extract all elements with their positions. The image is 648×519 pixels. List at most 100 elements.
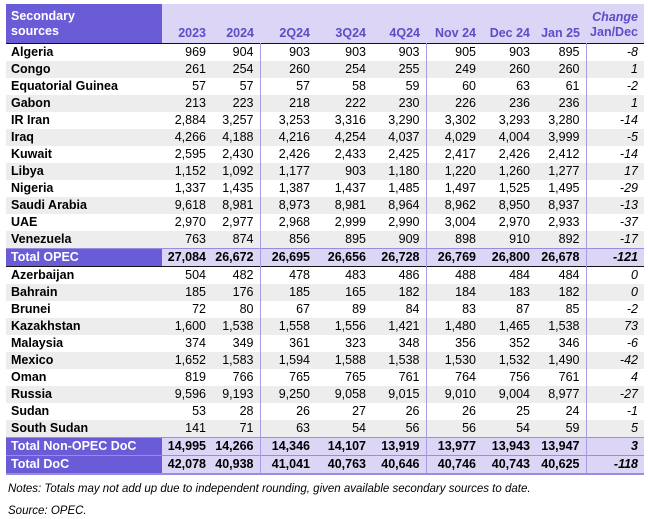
value-cell: 58	[352, 79, 366, 93]
change-cell: -2	[626, 79, 638, 93]
value-cell: 9,193	[212, 386, 261, 403]
value-cell: 54	[482, 420, 536, 438]
value-cell: 1,490	[536, 352, 587, 369]
value-cell: 764	[455, 370, 476, 384]
value-cell: 27	[352, 404, 366, 418]
change-cell: 1	[586, 95, 644, 112]
value-cell: 1,480	[426, 318, 482, 335]
table-row: UAE 2,970 2,977 2,968 2,999 2,990 3,004 2,970 2,…	[6, 214, 644, 231]
value-cell: 4,216	[260, 129, 316, 146]
value-cell: 3,316	[334, 113, 366, 127]
row-label-cell: Total DoC	[6, 455, 162, 474]
value-cell: 2,430	[212, 146, 261, 163]
value-cell: 230	[372, 95, 427, 112]
value-cell: 349	[212, 335, 261, 352]
value-cell: 483	[345, 268, 366, 282]
value-cell: 40,646	[372, 455, 427, 474]
value-cell: 72	[192, 302, 206, 316]
change-cell: 17	[586, 163, 644, 180]
value-cell: 176	[212, 284, 261, 301]
value-cell: 24	[536, 403, 587, 420]
row-label-cell: South Sudan	[6, 420, 162, 438]
value-cell: 260	[482, 61, 536, 78]
value-cell: 909	[372, 231, 427, 249]
value-cell: 1,180	[372, 163, 427, 180]
row-label-cell: IR Iran	[11, 113, 50, 127]
value-cell: 895	[316, 231, 372, 249]
value-cell: 1,277	[536, 163, 587, 180]
row-label-cell: Sudan	[11, 404, 50, 418]
change-cell: -29	[619, 181, 638, 195]
change-cell: -42	[586, 352, 644, 369]
value-cell: 352	[509, 336, 530, 350]
row-label-cell: Libya	[6, 163, 162, 180]
total-row: Total Non-OPEC DoC 14,995 14,266 14,346 14,1…	[6, 437, 644, 456]
row-label-cell: Nigeria	[11, 181, 54, 195]
value-cell: 182	[372, 284, 427, 301]
value-cell: 2,970	[174, 215, 206, 229]
value-cell: 26,672	[212, 248, 261, 267]
value-cell: 184	[426, 284, 482, 301]
table-row: IR Iran 2,884 3,257 3,253 3,316 3,290 3,302 3,2…	[6, 112, 644, 129]
row-label-cell: Total Non-OPEC DoC	[6, 437, 162, 456]
change-header-line2: Jan/Dec	[590, 25, 638, 39]
value-cell: 1,532	[482, 352, 536, 369]
table-body: Algeria 969 904 903 903 903 905 903 895 -8 Congo 26…	[6, 43, 644, 474]
value-cell: 895	[536, 43, 587, 61]
value-cell: 8,981	[316, 197, 372, 214]
value-cell: 40,763	[316, 455, 372, 474]
value-cell: 87	[516, 302, 530, 316]
value-cell: 63	[260, 420, 316, 438]
table-row: Saudi Arabia 9,618 8,981 8,973 8,981 8,964 8,9…	[6, 197, 644, 214]
value-cell: 26,695	[260, 248, 316, 267]
value-cell: 1,495	[536, 180, 587, 197]
value-cell: 2,968	[278, 215, 310, 229]
value-cell: 54	[316, 420, 372, 438]
value-cell: 40,938	[212, 455, 261, 474]
value-cell: 856	[260, 231, 316, 249]
value-cell: 766	[212, 369, 261, 386]
value-cell: 2,990	[372, 214, 427, 231]
table-notes: Notes: Totals may not add up due to inde…	[8, 483, 531, 495]
value-cell: 484	[509, 268, 530, 282]
change-cell: 3	[586, 437, 644, 456]
value-cell: 482	[212, 266, 261, 284]
value-cell: 14,266	[212, 437, 261, 456]
row-label-cell: Azerbaijan	[11, 268, 75, 282]
value-cell: 356	[455, 336, 476, 350]
change-header-line1: Change	[592, 10, 638, 24]
value-cell: 2,425	[372, 146, 427, 163]
value-cell: 1,387	[278, 181, 310, 195]
value-cell: 361	[289, 336, 310, 350]
value-cell: 346	[536, 335, 587, 352]
header-row: Secondary sources 2023 2024 2Q24 3Q24 4Q…	[6, 4, 644, 44]
value-cell: 1,558	[260, 318, 316, 335]
value-cell: 903	[509, 45, 530, 59]
value-cell: 261	[162, 61, 212, 78]
table-row: Iraq 4,266 4,188 4,216 4,254 4,037 4,029 4,004 3…	[6, 129, 644, 146]
value-cell: 53	[192, 404, 206, 418]
value-cell: 26,800	[482, 248, 536, 267]
header-secondary-line2: sources	[11, 23, 59, 38]
value-cell: 4,266	[162, 129, 212, 146]
col-header-2024: 2024	[212, 4, 260, 44]
value-cell: 1,600	[162, 318, 212, 335]
value-cell: 57	[296, 79, 310, 93]
value-cell: 756	[509, 370, 530, 384]
row-label-cell: Oman	[11, 370, 47, 384]
change-cell: 5	[586, 420, 644, 438]
value-cell: 1,485	[372, 180, 427, 197]
value-cell: 905	[455, 45, 476, 59]
value-cell: 1,092	[212, 163, 261, 180]
col-header-2023: 2023	[162, 4, 212, 44]
value-cell: 1,435	[212, 180, 261, 197]
value-cell: 1,220	[426, 163, 482, 180]
value-cell: 89	[352, 302, 366, 316]
row-label-cell: Gabon	[6, 95, 162, 112]
value-cell: 2,412	[536, 146, 587, 163]
value-cell: 9,250	[260, 386, 316, 403]
value-cell: 254	[316, 61, 372, 78]
value-cell: 182	[536, 284, 587, 301]
value-cell: 40,625	[536, 455, 587, 474]
value-cell: 56	[426, 420, 482, 438]
